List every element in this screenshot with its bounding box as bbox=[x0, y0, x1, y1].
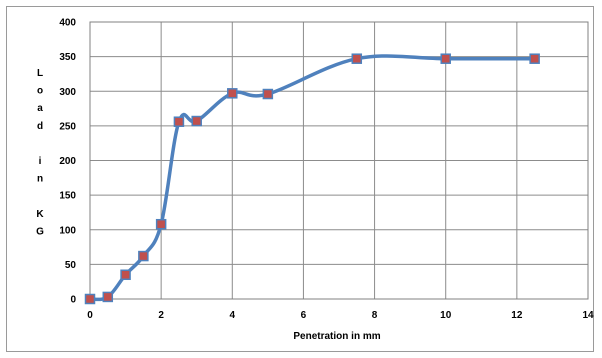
data-point-marker bbox=[173, 116, 185, 127]
data-point-marker bbox=[227, 88, 238, 99]
x-tick-label: 0 bbox=[87, 310, 93, 321]
y-tick-label: 300 bbox=[59, 87, 76, 98]
x-tick-label: 14 bbox=[582, 310, 594, 321]
y-axis-title-char: d bbox=[37, 121, 43, 132]
y-axis-title-char: G bbox=[36, 226, 44, 237]
grid-layer bbox=[90, 22, 588, 299]
plot-area bbox=[89, 21, 589, 300]
x-tick-label: 10 bbox=[440, 310, 452, 321]
x-axis-title: Penetration in mm bbox=[293, 331, 380, 342]
data-point-marker bbox=[191, 115, 202, 127]
data-point-marker bbox=[529, 53, 540, 64]
y-tick-label: 350 bbox=[59, 52, 76, 63]
y-tick-label: 150 bbox=[59, 191, 76, 202]
data-point-marker bbox=[84, 293, 96, 305]
series-layer bbox=[84, 53, 540, 305]
tick-labels: 0 50 100 150 200 250 300 350 400 0 2 4 6 8 10 12 14 bbox=[59, 18, 594, 322]
y-axis-title-char: o bbox=[37, 86, 43, 97]
data-point-marker bbox=[440, 53, 451, 64]
data-point-marker bbox=[262, 88, 274, 100]
data-point-marker bbox=[138, 250, 149, 262]
data-point-marker bbox=[351, 53, 363, 64]
x-tick-label: 4 bbox=[230, 310, 236, 321]
y-axis-title-char: L bbox=[37, 68, 43, 79]
y-tick-label: 200 bbox=[59, 156, 76, 167]
y-axis-title-char: K bbox=[36, 209, 44, 220]
y-axis-title-char: n bbox=[37, 174, 43, 185]
y-tick-label: 250 bbox=[59, 121, 76, 132]
y-tick-label: 0 bbox=[70, 295, 76, 306]
x-tick-label: 6 bbox=[301, 310, 307, 321]
x-tick-label: 2 bbox=[158, 310, 164, 321]
y-axis-title-char: i bbox=[39, 156, 42, 167]
y-tick-label: 400 bbox=[59, 18, 76, 29]
series-line bbox=[88, 54, 537, 302]
data-point-marker bbox=[155, 218, 167, 230]
data-point-marker bbox=[120, 269, 131, 281]
y-tick-label: 100 bbox=[59, 225, 76, 236]
y-tick-label: 50 bbox=[65, 260, 77, 271]
y-axis-title-char: a bbox=[37, 103, 43, 114]
data-point-marker bbox=[102, 291, 114, 303]
x-tick-label: 12 bbox=[511, 310, 523, 321]
x-tick-label: 8 bbox=[372, 310, 378, 321]
